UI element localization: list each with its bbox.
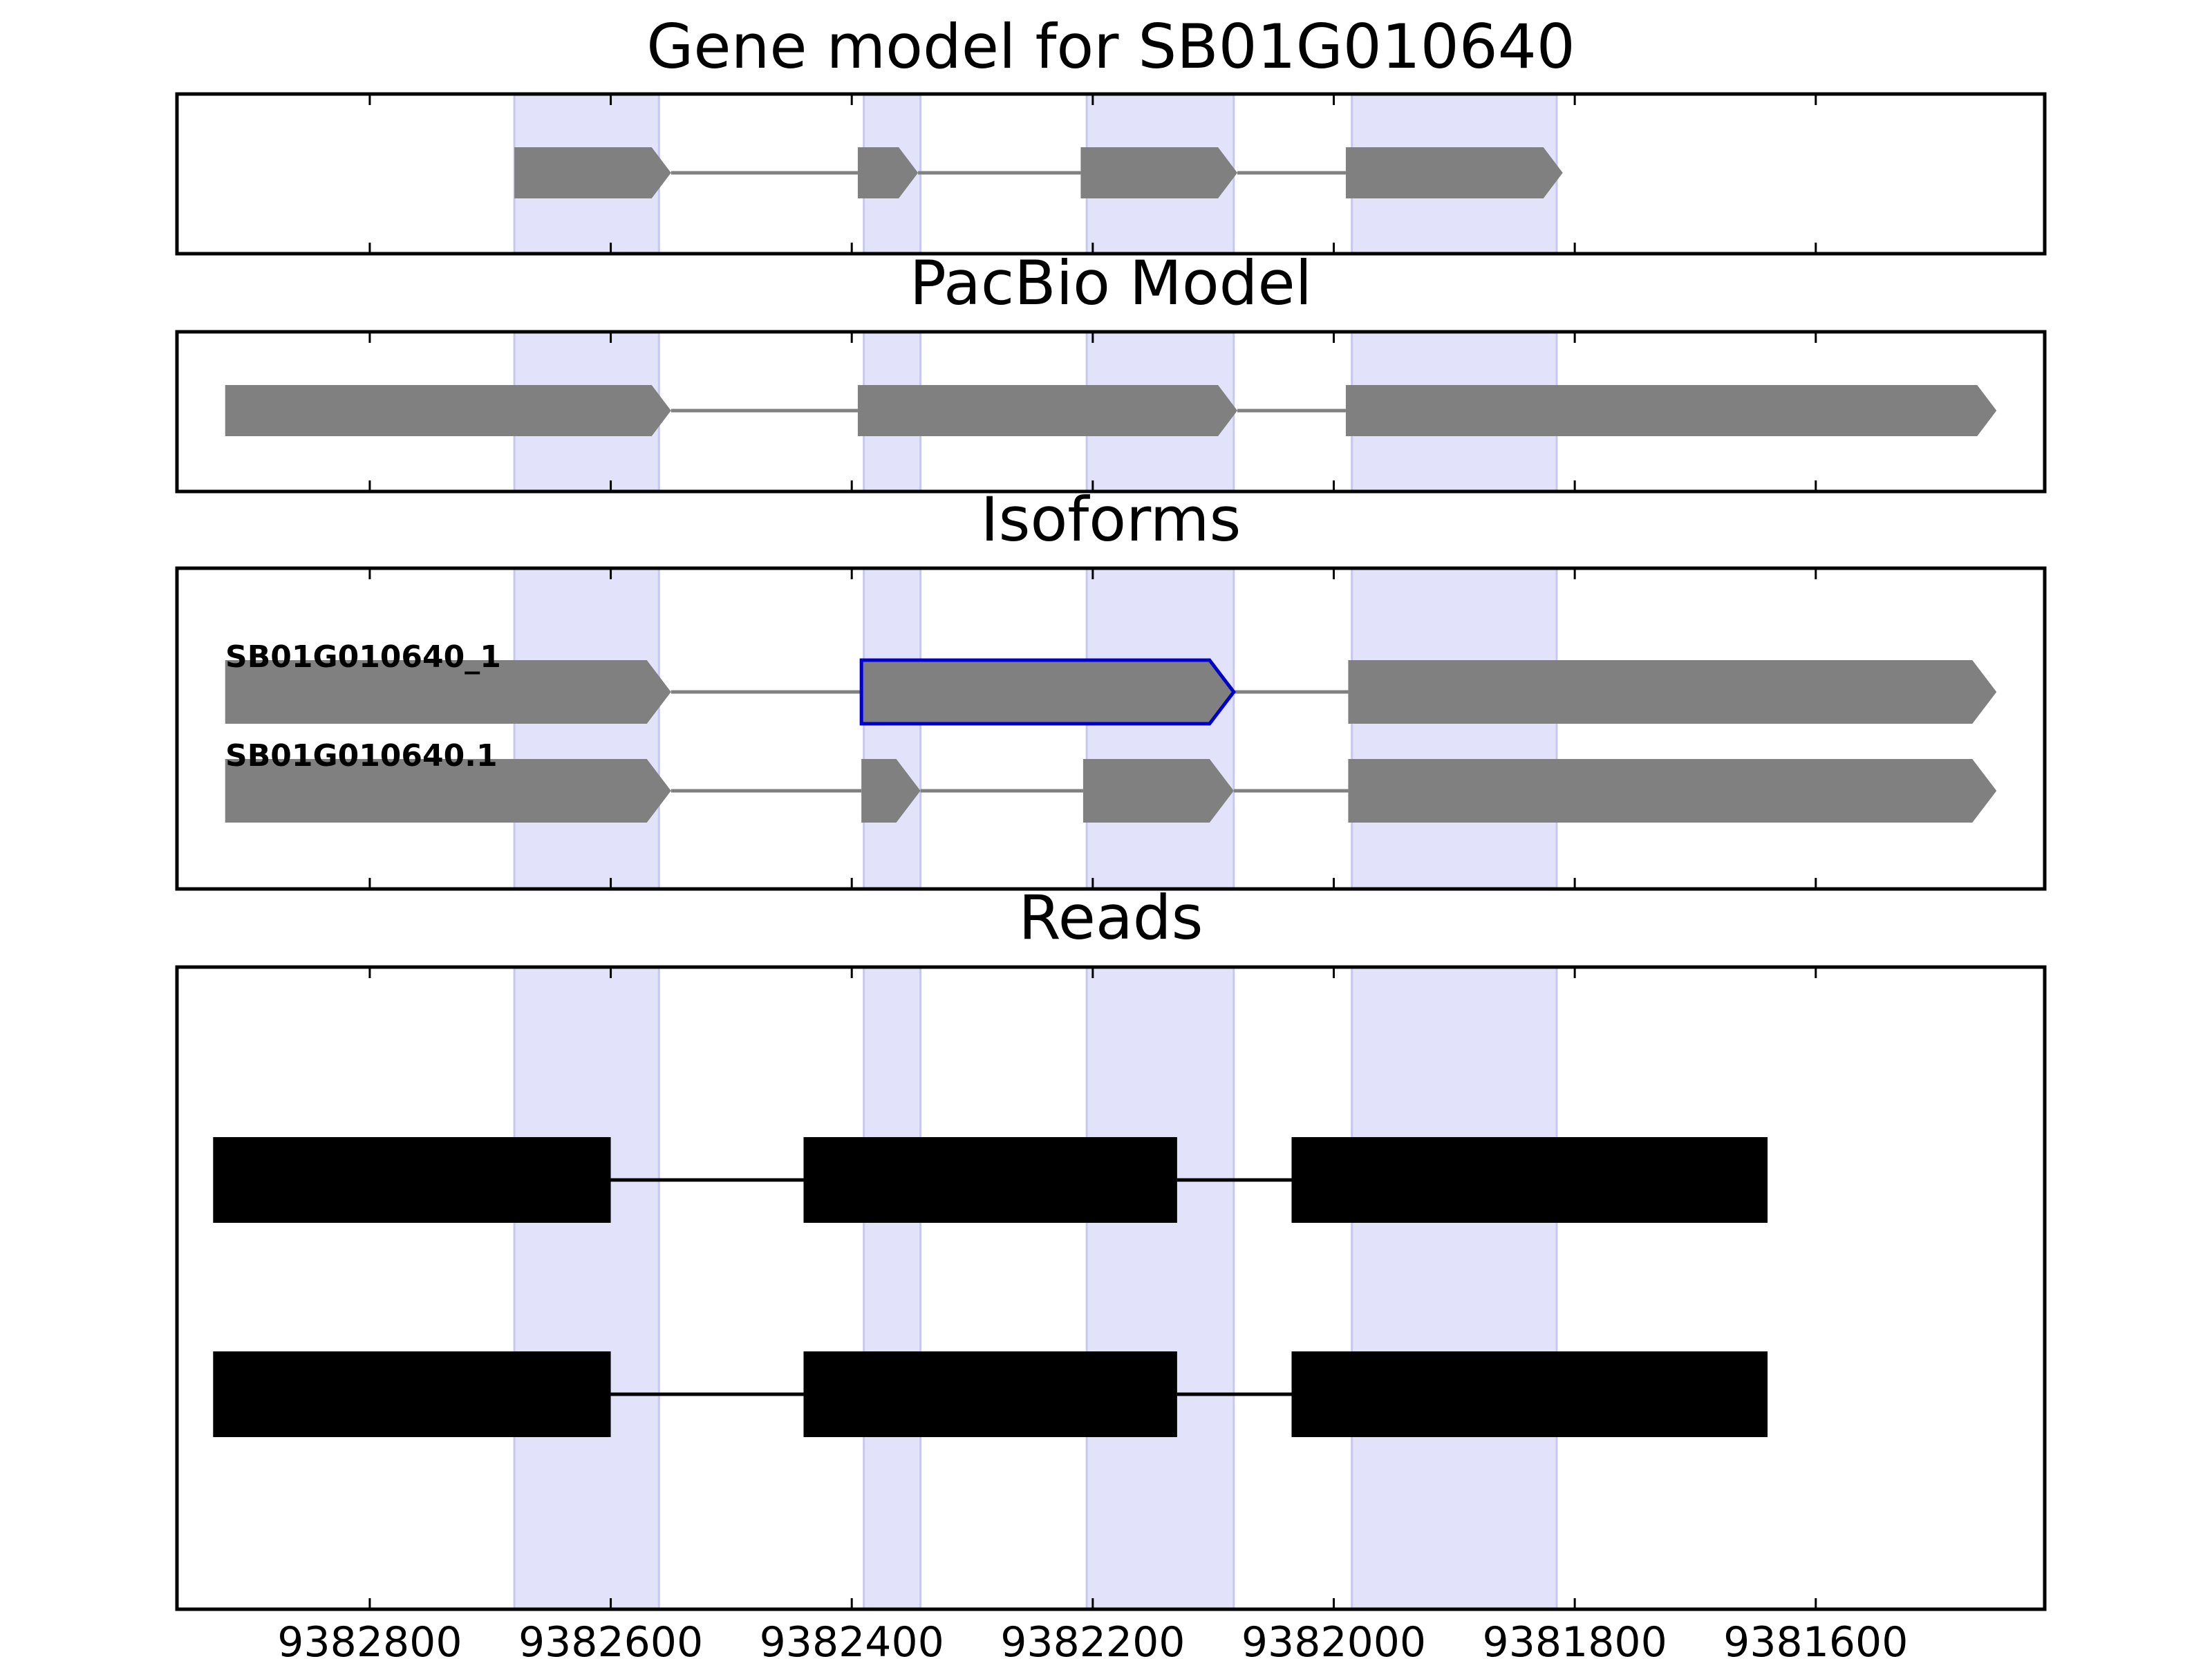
exon-arrow [1082, 759, 1234, 823]
highlight-band [1351, 567, 1558, 890]
exon-arrow [514, 147, 671, 198]
exon-arrow [857, 385, 1238, 436]
highlight-band [1085, 966, 1235, 1611]
exon-arrow [1345, 385, 1997, 436]
read-block [803, 1137, 1177, 1223]
panel-title: Gene model for SB01G010640 [646, 11, 1575, 82]
exon-arrow [1348, 660, 1997, 724]
x-tick-label: 9382000 [1241, 1618, 1426, 1659]
highlight-band [1085, 567, 1235, 890]
exon-arrow [1348, 759, 1997, 823]
panel-title: Reads [1019, 882, 1203, 953]
exon-arrow [225, 759, 671, 823]
x-tick-label: 9382600 [518, 1618, 703, 1659]
exon-arrow [861, 759, 921, 823]
panel-2: Isoforms SB01G010640_1 SB01G010640.1 [175, 484, 2047, 891]
x-tick-label: 9382200 [1000, 1618, 1185, 1659]
highlight-band [513, 966, 660, 1611]
panel-0: Gene model for SB01G010640 [175, 11, 2047, 256]
axes-frame [175, 965, 2047, 1611]
x-tick-label: 9381600 [1723, 1618, 1908, 1659]
axes-frame [175, 92, 2047, 256]
panel-title: Isoforms [981, 484, 1241, 555]
panel-3: Reads 9382800 9382600 9382400 9382200 9382000… [175, 882, 2047, 1659]
read-block [213, 1137, 611, 1223]
read-block [1291, 1137, 1768, 1223]
axes-frame [175, 330, 2047, 494]
exon-arrow [857, 147, 919, 198]
highlight-band [863, 567, 922, 890]
isoform-label: SB01G010640_1 [225, 639, 501, 675]
x-tick-label: 9382400 [760, 1618, 944, 1659]
exon-arrow [859, 658, 1236, 726]
exon-arrow [1345, 147, 1563, 198]
read-block [1291, 1351, 1768, 1437]
read-block [803, 1351, 1177, 1437]
panel-1: PacBio Model [175, 247, 2047, 494]
isoform-label: SB01G010640.1 [225, 738, 498, 774]
highlight-band [863, 966, 922, 1611]
panel-title: PacBio Model [910, 247, 1312, 319]
x-tick-label: 9382800 [277, 1618, 462, 1659]
highlight-band [513, 567, 660, 890]
x-tick-label: 9381800 [1483, 1618, 1667, 1659]
highlight-band [1351, 966, 1558, 1611]
read-block [213, 1351, 611, 1437]
exon-arrow [225, 660, 671, 724]
axes-frame [175, 566, 2047, 891]
exon-arrow [1080, 147, 1238, 198]
exon-arrow [225, 385, 671, 436]
